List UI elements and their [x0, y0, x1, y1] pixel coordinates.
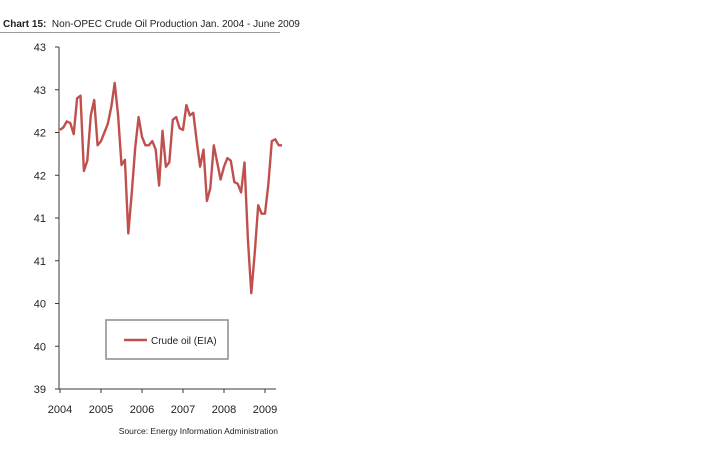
- y-axis: 43 43 42 42 41 41 40 40 39: [34, 42, 60, 396]
- series-line-crude-oil: [59, 81, 283, 295]
- y-tick-label: 39: [34, 384, 46, 396]
- chart-title-prefix: Chart 15:: [3, 19, 47, 30]
- x-tick-label: 2004: [48, 404, 72, 416]
- x-axis: 2004 2005 2006 2007 2008 2009: [48, 388, 277, 416]
- title-divider: [0, 32, 280, 33]
- y-tick-label: 42: [34, 128, 46, 140]
- x-tick-label: 2009: [253, 404, 277, 416]
- x-tick-label: 2005: [89, 404, 113, 416]
- legend-frame: [105, 319, 229, 360]
- x-tick-label: 2006: [130, 404, 154, 416]
- y-tick-label: 43: [34, 85, 46, 97]
- chart-title: Chart 15: Non-OPEC Crude Oil Production …: [3, 19, 300, 30]
- y-tick-label: 41: [34, 213, 46, 225]
- y-tick-label: 43: [34, 42, 46, 54]
- y-tick-label: 42: [34, 170, 46, 182]
- y-tick-label: 40: [34, 341, 46, 353]
- y-tick-label: 40: [34, 299, 46, 311]
- legend: Crude oil (EIA): [105, 319, 229, 360]
- source-note: Source: Energy Information Administratio…: [118, 426, 278, 436]
- x-tick-label: 2008: [212, 404, 236, 416]
- series-layer: [59, 81, 283, 295]
- y-tick-label: 41: [34, 256, 46, 268]
- legend-label: Crude oil (EIA): [151, 336, 217, 347]
- chart-title-text: Non-OPEC Crude Oil Production Jan. 2004 …: [51, 19, 300, 30]
- x-tick-label: 2007: [171, 404, 195, 416]
